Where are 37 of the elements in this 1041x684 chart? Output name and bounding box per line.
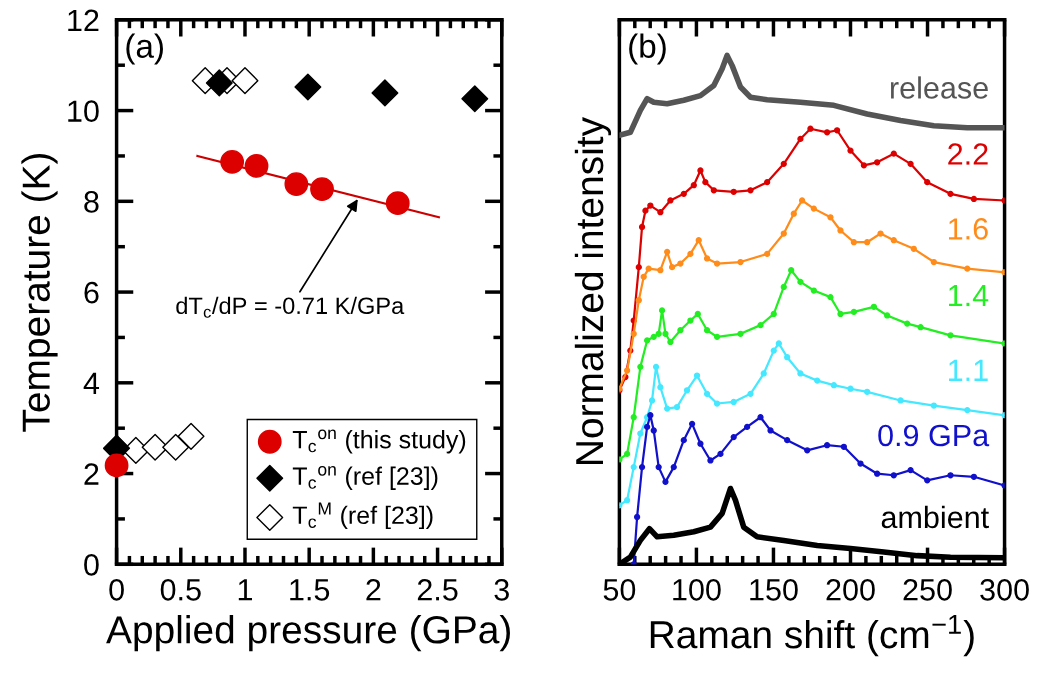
legend-label: T$_{c}$$^{on}$ (this study) xyxy=(292,429,466,454)
x-tick-label: 200 xyxy=(826,579,875,601)
x-tick-label: 0 xyxy=(109,579,124,601)
x-tick-label: 50 xyxy=(603,579,636,601)
y-tick-label: 0 xyxy=(84,554,99,576)
x-tick-label: 2 xyxy=(366,579,381,601)
y-axis-title: Normalized intensity xyxy=(574,117,612,464)
legend-label: T$_{c}$$^{M}$ (ref [23]) xyxy=(292,502,433,530)
x-tick-label: 150 xyxy=(750,579,798,601)
x-tick-label: 300 xyxy=(980,579,1029,601)
x-tick-label: 2.5 xyxy=(417,579,458,601)
y-tick-label: 2 xyxy=(84,463,99,485)
x-tick-label: 100 xyxy=(673,579,721,601)
y-tick-label: 10 xyxy=(68,100,99,122)
x-tick-label: 3 xyxy=(494,579,509,601)
x-tick-label: 250 xyxy=(903,579,952,601)
series-label: release xyxy=(890,76,988,99)
x-tick-label: 1 xyxy=(238,579,252,601)
x-axis-title: Raman shift (cm$^{−1}$) xyxy=(650,615,974,657)
series-label: 1.4 xyxy=(949,285,989,307)
x-tick-label: 1.5 xyxy=(290,579,330,601)
annotation: (b) xyxy=(629,33,666,65)
y-tick-label: 4 xyxy=(83,372,100,394)
y-axis-title: Temperature (K) xyxy=(21,154,58,432)
y-tick-label: 6 xyxy=(84,281,99,304)
y-tick-label: 8 xyxy=(84,191,99,213)
y-tick-label: 12 xyxy=(68,9,99,31)
x-tick-label: 0.5 xyxy=(160,579,201,601)
series-label: 1.1 xyxy=(949,359,988,381)
series-label: 0.9 GPa xyxy=(878,424,990,447)
series-label: 2.2 xyxy=(948,143,988,165)
annotation: (a) xyxy=(126,33,163,65)
x-axis-title: Applied pressure (GPa) xyxy=(106,615,510,652)
series-label: 1.6 xyxy=(949,218,988,240)
legend-label: T$_{c}$$^{on}$ (ref [23]) xyxy=(292,466,438,490)
series-label: ambient xyxy=(881,505,989,529)
annotation: dT$_{c}$/dP = -0.71 K/GPa xyxy=(176,296,405,318)
